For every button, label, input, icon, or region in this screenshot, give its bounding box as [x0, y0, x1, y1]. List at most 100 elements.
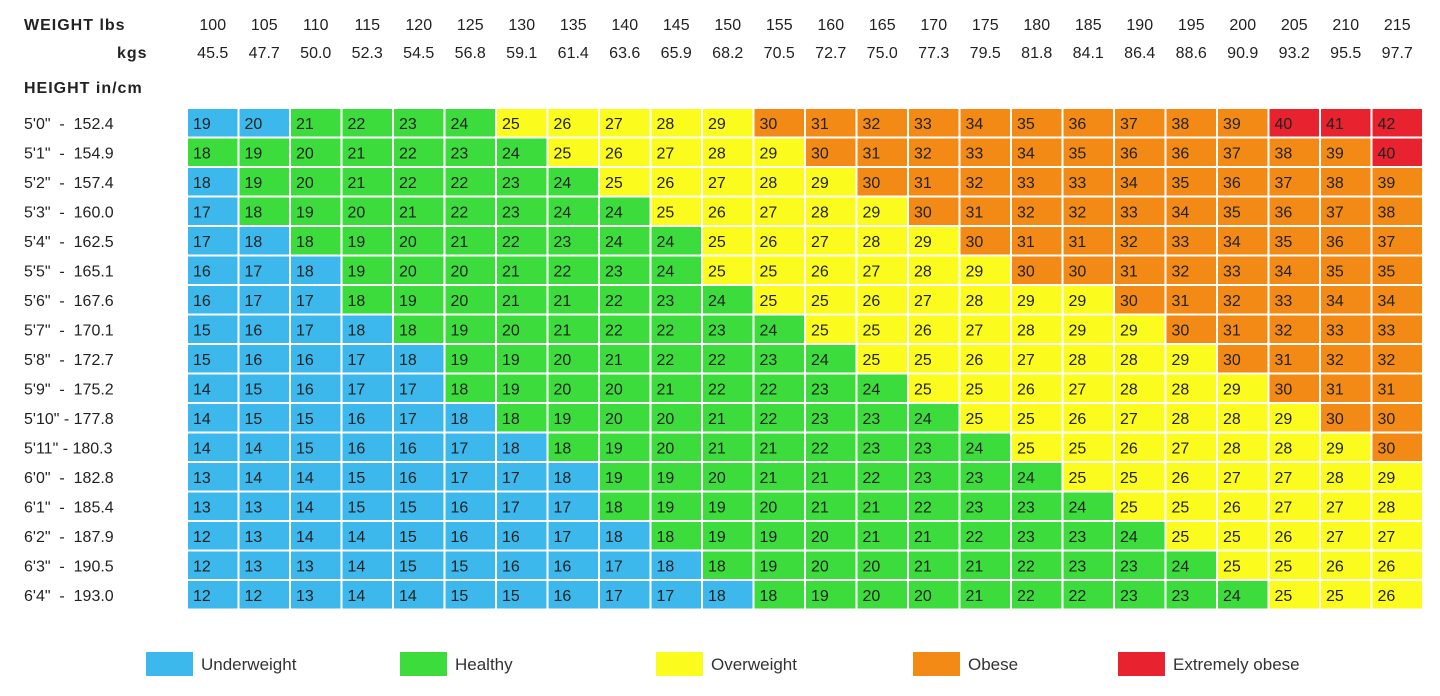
bmi-cell — [1063, 315, 1113, 343]
kgs-tick-label: 95.5 — [1330, 45, 1361, 62]
bmi-cell-value: 39 — [1378, 175, 1396, 192]
bmi-cell-value: 39 — [1326, 145, 1344, 162]
bmi-cell-value: 39 — [1223, 116, 1241, 133]
kgs-tick-label: 84.1 — [1073, 45, 1104, 62]
bmi-cell-value: 22 — [760, 381, 778, 398]
bmi-cell — [1218, 256, 1268, 284]
bmi-cell-value: 24 — [657, 234, 675, 251]
lbs-tick-label: 100 — [199, 17, 226, 34]
bmi-cell-value: 34 — [1120, 175, 1138, 192]
bmi-cell-value: 29 — [708, 116, 726, 133]
bmi-grid: 19 20 21 22 23 24 25 26 27 28 29 30 31 32 33 34 35 36 37 38… — [188, 109, 1422, 609]
bmi-cell-value: 29 — [760, 145, 778, 162]
bmi-cell-value: 26 — [863, 293, 881, 310]
kgs-tick-label: 75.0 — [867, 45, 898, 62]
bmi-cell-value: 30 — [914, 204, 932, 221]
bmi-cell-value: 18 — [708, 558, 726, 575]
bmi-cell — [909, 227, 959, 255]
bmi-cell-value: 33 — [1223, 263, 1241, 280]
bmi-cell-value: 27 — [708, 175, 726, 192]
bmi-cell-value: 18 — [554, 440, 572, 457]
bmi-cell — [1115, 138, 1165, 166]
bmi-cell — [600, 404, 650, 432]
legend-swatch — [146, 652, 193, 676]
bmi-cell-value: 28 — [1172, 381, 1190, 398]
bmi-cell-value: 29 — [1223, 381, 1241, 398]
bmi-cell — [909, 463, 959, 491]
bmi-cell — [239, 315, 289, 343]
bmi-cell-value: 16 — [348, 440, 366, 457]
bmi-cell-value: 24 — [1017, 470, 1035, 487]
bmi-cell — [394, 168, 444, 196]
bmi-cell — [291, 256, 341, 284]
bmi-cell — [703, 138, 753, 166]
bmi-cell — [806, 463, 856, 491]
bmi-cell — [188, 522, 238, 550]
bmi-cell-value: 19 — [605, 440, 623, 457]
bmi-cell — [857, 256, 907, 284]
bmi-cell — [651, 433, 701, 461]
bmi-cell-value: 25 — [1069, 470, 1087, 487]
bmi-cell — [1063, 551, 1113, 579]
lbs-tick-label: 125 — [457, 17, 484, 34]
bmi-cell — [1166, 492, 1216, 520]
bmi-cell-value: 21 — [605, 352, 623, 369]
height-row-label: 5'4" - 162.5 — [24, 234, 114, 251]
lbs-tick-label: 200 — [1229, 17, 1256, 34]
bmi-cell — [1372, 581, 1422, 609]
bmi-cell — [239, 551, 289, 579]
bmi-cell — [960, 492, 1010, 520]
bmi-cell-value: 25 — [863, 352, 881, 369]
bmi-cell-value: 27 — [966, 322, 984, 339]
bmi-cell-value: 31 — [1223, 322, 1241, 339]
bmi-cell — [394, 197, 444, 225]
bmi-cell — [548, 138, 598, 166]
bmi-cell-value: 34 — [1172, 204, 1190, 221]
bmi-cell-value: 16 — [296, 352, 314, 369]
height-row-label: 5'3" - 160.0 — [24, 204, 114, 221]
bmi-cell — [1269, 492, 1319, 520]
bmi-cell — [291, 286, 341, 314]
bmi-cell-value: 29 — [1326, 440, 1344, 457]
bmi-cell — [1166, 256, 1216, 284]
bmi-cell-value: 18 — [193, 175, 211, 192]
bmi-cell — [1012, 492, 1062, 520]
bmi-cell — [1115, 286, 1165, 314]
bmi-cell — [1321, 109, 1371, 137]
bmi-cell-value: 23 — [554, 234, 572, 251]
bmi-cell-value: 23 — [914, 440, 932, 457]
bmi-cell — [1321, 492, 1371, 520]
bmi-cell — [1372, 109, 1422, 137]
bmi-cell-value: 25 — [1326, 588, 1344, 605]
lbs-tick-label: 150 — [714, 17, 741, 34]
bmi-cell-value: 21 — [811, 499, 829, 516]
bmi-cell — [1269, 522, 1319, 550]
bmi-cell-value: 24 — [605, 234, 623, 251]
kgs-tick-label: 47.7 — [249, 45, 280, 62]
bmi-cell-value: 25 — [502, 116, 520, 133]
bmi-cell — [1012, 433, 1062, 461]
bmi-cell — [1063, 286, 1113, 314]
bmi-cell-value: 14 — [399, 588, 417, 605]
legend-label: Healthy — [455, 655, 513, 674]
bmi-cell-value: 23 — [966, 470, 984, 487]
bmi-cell — [754, 138, 804, 166]
bmi-cell — [394, 227, 444, 255]
bmi-cell-value: 28 — [1223, 411, 1241, 428]
bmi-cell-value: 33 — [1326, 322, 1344, 339]
bmi-cell-value: 21 — [348, 145, 366, 162]
bmi-cell-value: 38 — [1275, 145, 1293, 162]
kgs-tick-label: 72.7 — [815, 45, 846, 62]
bmi-cell-value: 22 — [657, 352, 675, 369]
bmi-cell-value: 27 — [914, 293, 932, 310]
bmi-cell-value: 15 — [193, 322, 211, 339]
bmi-cell-value: 26 — [1326, 558, 1344, 575]
bmi-cell-value: 35 — [1378, 263, 1396, 280]
bmi-cell-value: 28 — [811, 204, 829, 221]
bmi-cell-value: 17 — [605, 588, 623, 605]
bmi-cell-value: 27 — [1326, 499, 1344, 516]
bmi-cell — [239, 522, 289, 550]
bmi-cell — [1115, 197, 1165, 225]
bmi-cell — [1063, 227, 1113, 255]
